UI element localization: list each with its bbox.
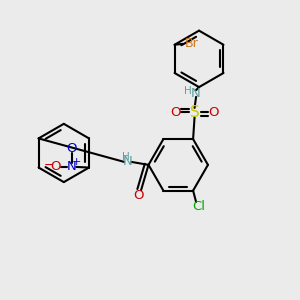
Text: O: O: [209, 106, 219, 119]
Text: O: O: [133, 189, 143, 202]
Text: O: O: [67, 142, 77, 155]
Text: O: O: [50, 160, 61, 173]
Text: H: H: [184, 86, 192, 96]
Text: S: S: [190, 105, 200, 120]
Text: +: +: [72, 157, 81, 166]
Text: −: −: [44, 159, 54, 172]
Text: H: H: [122, 152, 130, 161]
Text: Cl: Cl: [192, 200, 205, 213]
Text: N: N: [191, 87, 201, 100]
Text: O: O: [170, 106, 181, 119]
Text: Br: Br: [185, 37, 199, 50]
Text: N: N: [67, 160, 77, 173]
Text: N: N: [123, 155, 133, 168]
